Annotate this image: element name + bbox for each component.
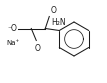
Text: Na⁺: Na⁺ bbox=[7, 40, 20, 45]
Text: ⁻O: ⁻O bbox=[7, 24, 17, 33]
Text: O: O bbox=[34, 43, 40, 53]
Text: H₂N: H₂N bbox=[51, 18, 66, 26]
Text: O: O bbox=[50, 5, 56, 15]
